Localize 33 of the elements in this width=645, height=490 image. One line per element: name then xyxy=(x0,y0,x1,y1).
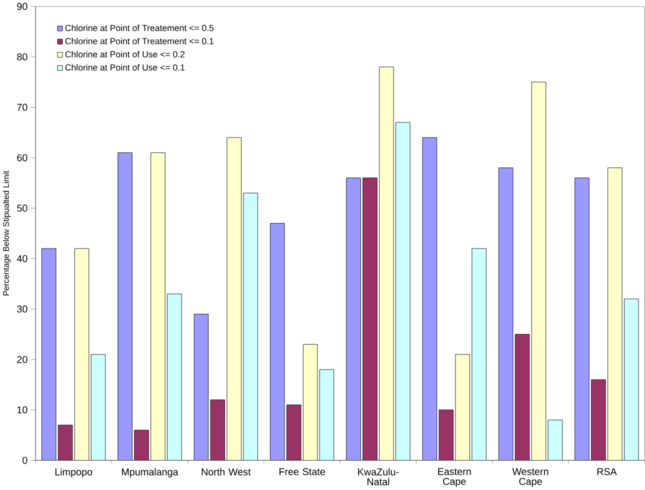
bar xyxy=(167,294,182,460)
x-tick-label: RSA xyxy=(597,468,617,476)
bar xyxy=(624,298,639,460)
x-tick-label: Limpopo xyxy=(55,468,92,478)
legend-label: Chlorine at Point of Treatement <= 0.1 xyxy=(65,38,214,44)
x-tick-label: KwaZulu-Natal xyxy=(358,468,399,486)
bar xyxy=(591,380,606,460)
x-tick-label: Free State xyxy=(280,468,325,476)
legend-label: Chlorine at Point of Use <= 0.2 xyxy=(65,51,185,58)
x-tick-label: Western Cape xyxy=(512,468,548,487)
bar xyxy=(243,193,258,460)
bar xyxy=(320,370,334,460)
y-tick-label: 10 xyxy=(17,406,28,414)
bar xyxy=(91,354,106,460)
x-tick-label: Eastern Cape xyxy=(438,468,471,487)
x-tick-label: North West xyxy=(202,468,251,476)
bar xyxy=(396,122,410,460)
y-tick-label: 30 xyxy=(17,306,28,313)
bar xyxy=(548,420,562,460)
bar xyxy=(574,178,590,460)
y-axis-title: Percentage Below Stipualted Limit xyxy=(2,170,11,296)
y-tick-label: 50 xyxy=(17,204,28,212)
legend-label: Chlorine at Point of Use <= 0.1 xyxy=(65,64,185,71)
y-tick-label: 70 xyxy=(17,104,28,111)
y-tick-label: 90 xyxy=(17,2,28,10)
bar xyxy=(472,248,486,460)
x-tick-label: Mpumalanga xyxy=(122,468,178,478)
legend-label: Chlorine at Point of Treatement <= 0.5 xyxy=(65,24,214,32)
y-tick-label: 60 xyxy=(17,154,28,162)
y-tick-label: 80 xyxy=(17,53,28,60)
y-tick-label: 20 xyxy=(17,356,28,364)
y-tick-label: 0 xyxy=(22,456,28,464)
y-tick-label: 40 xyxy=(16,255,28,262)
